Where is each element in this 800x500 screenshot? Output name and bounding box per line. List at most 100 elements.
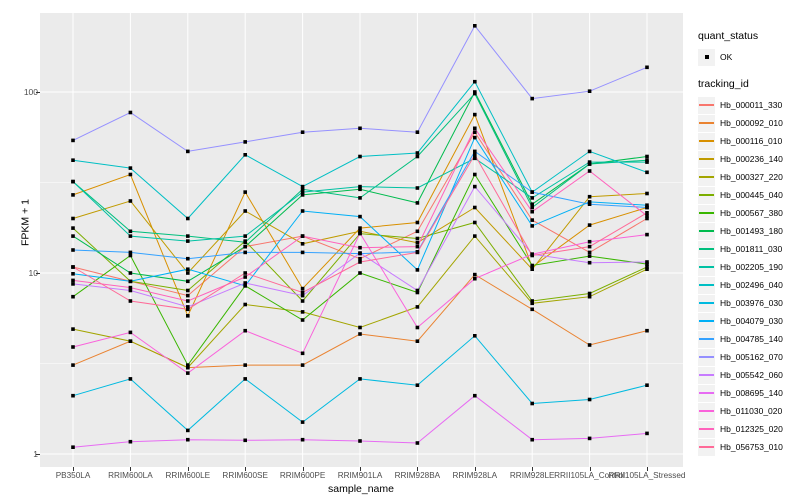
data-point (587, 149, 592, 154)
data-point (415, 325, 420, 330)
legend-key-ok (698, 48, 715, 66)
data-point (71, 445, 75, 449)
legend-item-Hb_004785_140[interactable]: Hb_004785_140 (698, 330, 800, 348)
data-point (186, 437, 190, 442)
data-point (300, 209, 305, 213)
data-point (128, 110, 133, 115)
data-point (186, 293, 190, 298)
x-tick-mark (532, 467, 534, 471)
data-point (300, 184, 305, 189)
data-point (243, 153, 247, 157)
legend-color-line (699, 356, 714, 358)
legend-item-Hb_005162_070[interactable]: Hb_005162_070 (698, 348, 800, 366)
data-point (186, 314, 190, 318)
x-tick-mark (130, 467, 132, 471)
data-point (358, 184, 362, 189)
legend-item-Hb_012325_020[interactable]: Hb_012325_020 (698, 420, 800, 438)
data-point (645, 154, 649, 159)
data-point (587, 169, 592, 173)
legend-item-label: Hb_000092_010 (720, 118, 783, 128)
legend-item-Hb_004079_030[interactable]: Hb_004079_030 (698, 312, 800, 330)
data-point (243, 281, 247, 285)
y-tick-label: 10 (28, 268, 38, 278)
legend-item-Hb_000092_010[interactable]: Hb_000092_010 (698, 114, 800, 132)
data-point (243, 209, 247, 213)
legend-item-Hb_000445_040[interactable]: Hb_000445_040 (698, 186, 800, 204)
legend-item-Hb_001493_180[interactable]: Hb_001493_180 (698, 222, 800, 240)
legend-item-Hb_011030_020[interactable]: Hb_011030_020 (698, 402, 800, 420)
data-point (530, 299, 534, 303)
data-point (358, 260, 362, 264)
legend-item-Hb_000567_380[interactable]: Hb_000567_380 (698, 204, 800, 222)
data-point (645, 214, 649, 218)
data-point (300, 318, 305, 322)
plot-panel (40, 13, 683, 467)
data-point (186, 288, 190, 293)
legend-item-Hb_003976_030[interactable]: Hb_003976_030 (698, 294, 800, 312)
legend-item-Hb_000116_010[interactable]: Hb_000116_010 (698, 132, 800, 150)
legend-item-Hb_002496_040[interactable]: Hb_002496_040 (698, 276, 800, 294)
legend-key-swatch (698, 150, 715, 168)
legend-key-swatch (698, 276, 715, 294)
legend-item-Hb_001811_030[interactable]: Hb_001811_030 (698, 240, 800, 258)
data-point (186, 305, 190, 309)
legend-series-list: Hb_000011_330 Hb_000092_010 Hb_000116_010 H… (698, 96, 800, 456)
legend-item-label: Hb_000116_010 (720, 136, 783, 146)
plot-lines-svg (40, 13, 683, 467)
legend-key-swatch (698, 96, 715, 114)
data-point (243, 284, 247, 288)
data-point (415, 154, 420, 159)
legend-item-label: Hb_000567_380 (720, 208, 783, 218)
data-point (358, 126, 362, 131)
data-point (186, 239, 190, 243)
data-point (243, 363, 247, 367)
data-point (415, 250, 420, 255)
data-point (358, 439, 362, 443)
data-point (186, 371, 190, 375)
legend: quant_status OK tracking_id Hb_000011_33… (698, 30, 800, 456)
data-point (530, 401, 534, 406)
x-tick-label-RRIM600SE: RRIM600SE (222, 471, 268, 480)
data-point (300, 437, 305, 442)
data-point (186, 279, 190, 284)
legend-item-label: Hb_002496_040 (720, 280, 783, 290)
x-tick-mark (73, 467, 74, 471)
data-point (358, 271, 362, 275)
data-point (415, 441, 420, 445)
legend-color-line (699, 392, 714, 394)
legend-color-line (699, 104, 714, 106)
data-point (71, 278, 75, 283)
data-point (645, 328, 649, 333)
legend-key-swatch (698, 186, 715, 204)
data-point (587, 250, 592, 255)
legend-item-quant-status-ok[interactable]: OK (698, 48, 800, 66)
data-point (128, 339, 133, 343)
data-point (473, 334, 477, 338)
legend-item-Hb_008695_140[interactable]: Hb_008695_140 (698, 384, 800, 402)
data-point (243, 234, 247, 238)
legend-item-Hb_000011_330[interactable]: Hb_000011_330 (698, 96, 800, 114)
legend-item-Hb_005542_060[interactable]: Hb_005542_060 (698, 366, 800, 384)
data-point (128, 229, 133, 234)
legend-item-Hb_002205_190[interactable]: Hb_002205_190 (698, 258, 800, 276)
legend-item-Hb_056753_010[interactable]: Hb_056753_010 (698, 438, 800, 456)
legend-key-swatch (698, 114, 715, 132)
data-point (71, 138, 75, 143)
legend-item-Hb_000236_140[interactable]: Hb_000236_140 (698, 150, 800, 168)
legend-item-label: Hb_000327_220 (720, 172, 783, 182)
data-point (300, 363, 305, 367)
data-point (243, 271, 247, 275)
data-point (186, 234, 190, 238)
data-point (587, 89, 592, 93)
legend-item-label: Hb_005162_070 (720, 352, 783, 362)
data-point (473, 276, 477, 281)
data-point (358, 231, 362, 235)
data-point (587, 162, 592, 166)
legend-item-Hb_000327_220[interactable]: Hb_000327_220 (698, 168, 800, 186)
legend-color-line (699, 248, 714, 250)
data-point (243, 275, 247, 279)
data-point (415, 229, 420, 234)
legend-key-swatch (698, 204, 715, 222)
data-point (530, 202, 534, 206)
data-point (645, 383, 649, 387)
